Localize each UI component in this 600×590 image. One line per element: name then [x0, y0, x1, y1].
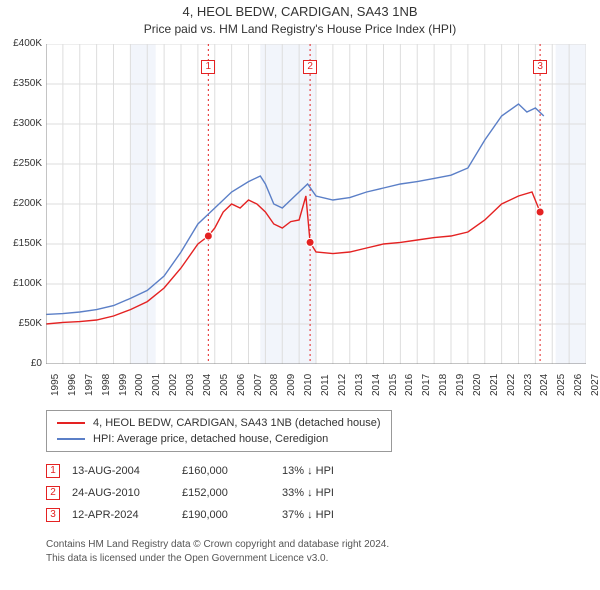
- footer-line-1: Contains HM Land Registry data © Crown c…: [46, 538, 389, 552]
- x-tick-label: 2008: [269, 374, 280, 396]
- plot-area: [46, 44, 586, 364]
- x-tick-label: 2014: [371, 374, 382, 396]
- x-tick-label: 2019: [455, 374, 466, 396]
- x-tick-label: 1996: [67, 374, 78, 396]
- y-tick-label: £150K: [2, 238, 42, 249]
- sales-row-price: £190,000: [182, 509, 282, 521]
- legend-row: HPI: Average price, detached house, Cere…: [57, 431, 381, 447]
- y-tick-label: £400K: [2, 38, 42, 49]
- chart-title: 4, HEOL BEDW, CARDIGAN, SA43 1NB: [0, 4, 600, 19]
- x-tick-label: 2024: [539, 374, 550, 396]
- x-tick-label: 2025: [556, 374, 567, 396]
- y-tick-label: £100K: [2, 278, 42, 289]
- x-tick-label: 2027: [590, 374, 600, 396]
- sales-row-marker: 2: [46, 486, 60, 500]
- y-tick-label: £350K: [2, 78, 42, 89]
- chart-subtitle: Price paid vs. HM Land Registry's House …: [0, 22, 600, 36]
- x-tick-label: 2010: [303, 374, 314, 396]
- x-tick-label: 2004: [202, 374, 213, 396]
- x-tick-label: 2016: [404, 374, 415, 396]
- x-tick-label: 2011: [320, 374, 331, 396]
- x-tick-label: 1995: [50, 374, 61, 396]
- sale-marker-2: 2: [303, 60, 317, 74]
- x-tick-label: 2003: [185, 374, 196, 396]
- y-tick-label: £250K: [2, 158, 42, 169]
- x-tick-label: 2013: [354, 374, 365, 396]
- footer-line-2: This data is licensed under the Open Gov…: [46, 552, 389, 566]
- plot-svg: [46, 44, 586, 364]
- legend: 4, HEOL BEDW, CARDIGAN, SA43 1NB (detach…: [46, 410, 392, 452]
- x-tick-label: 2005: [219, 374, 230, 396]
- x-tick-label: 2020: [472, 374, 483, 396]
- x-tick-label: 2006: [236, 374, 247, 396]
- price-hpi-chart: 4, HEOL BEDW, CARDIGAN, SA43 1NB Price p…: [0, 0, 600, 590]
- sales-row-marker: 3: [46, 508, 60, 522]
- legend-label: HPI: Average price, detached house, Cere…: [93, 431, 328, 447]
- sales-row-diff: 33% ↓ HPI: [282, 487, 334, 499]
- x-tick-label: 2009: [286, 374, 297, 396]
- sales-row: 2 24-AUG-2010£152,00033% ↓ HPI: [46, 482, 334, 504]
- x-tick-label: 2021: [489, 374, 500, 396]
- x-tick-label: 2018: [438, 374, 449, 396]
- x-tick-label: 1997: [84, 374, 95, 396]
- x-tick-label: 2007: [253, 374, 264, 396]
- sales-row: 3 12-APR-2024£190,00037% ↓ HPI: [46, 504, 334, 526]
- sales-row-price: £152,000: [182, 487, 282, 499]
- x-tick-label: 2002: [168, 374, 179, 396]
- footer: Contains HM Land Registry data © Crown c…: [46, 538, 389, 566]
- sales-row-price: £160,000: [182, 465, 282, 477]
- y-tick-label: £0: [2, 358, 42, 369]
- sales-row-marker: 1: [46, 464, 60, 478]
- y-tick-label: £300K: [2, 118, 42, 129]
- sale-marker-3: 3: [533, 60, 547, 74]
- sale-marker-1: 1: [201, 60, 215, 74]
- x-tick-label: 2001: [151, 374, 162, 396]
- y-tick-label: £200K: [2, 198, 42, 209]
- legend-swatch: [57, 438, 85, 440]
- legend-label: 4, HEOL BEDW, CARDIGAN, SA43 1NB (detach…: [93, 415, 381, 431]
- x-tick-label: 2012: [337, 374, 348, 396]
- x-tick-label: 2015: [388, 374, 399, 396]
- sales-row: 1 13-AUG-2004£160,00013% ↓ HPI: [46, 460, 334, 482]
- y-tick-label: £50K: [2, 318, 42, 329]
- legend-swatch: [57, 422, 85, 424]
- legend-row: 4, HEOL BEDW, CARDIGAN, SA43 1NB (detach…: [57, 415, 381, 431]
- sales-row-date: 13-AUG-2004: [72, 465, 182, 477]
- sales-row-diff: 37% ↓ HPI: [282, 509, 334, 521]
- sales-row-date: 24-AUG-2010: [72, 487, 182, 499]
- x-tick-label: 2023: [523, 374, 534, 396]
- sales-table: 1 13-AUG-2004£160,00013% ↓ HPI 2 24-AUG-201…: [46, 460, 334, 526]
- sales-row-date: 12-APR-2024: [72, 509, 182, 521]
- x-tick-label: 2000: [134, 374, 145, 396]
- x-tick-label: 2017: [421, 374, 432, 396]
- sales-row-diff: 13% ↓ HPI: [282, 465, 334, 477]
- x-tick-label: 1998: [101, 374, 112, 396]
- x-tick-label: 2022: [506, 374, 517, 396]
- x-tick-label: 2026: [573, 374, 584, 396]
- x-tick-label: 1999: [118, 374, 129, 396]
